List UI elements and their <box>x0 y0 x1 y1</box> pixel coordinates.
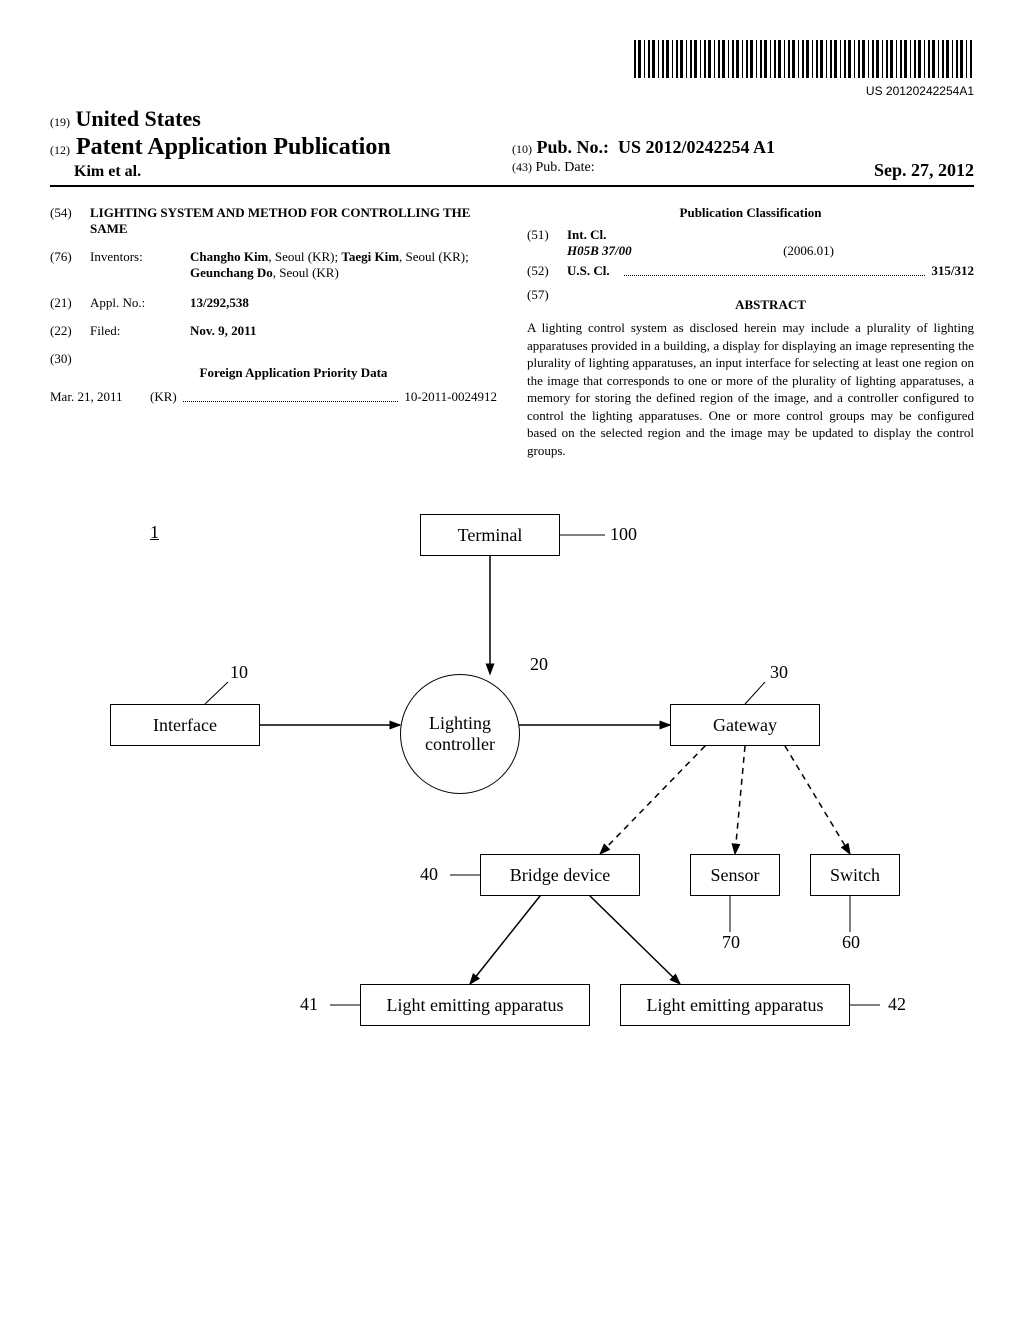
country-prefix: (19) <box>50 115 70 129</box>
inventors-value: Changho Kim, Seoul (KR); Taegi Kim, Seou… <box>190 249 497 281</box>
biblio-right: Publication Classification (51) Int. Cl.… <box>527 205 974 459</box>
inventors-label: Inventors: <box>90 249 190 281</box>
lea2-label: Light emitting apparatus <box>647 995 824 1016</box>
uscl-row: (52) U.S. Cl. 315/312 <box>527 263 974 279</box>
inventors-code: (76) <box>50 249 90 281</box>
gateway-box: Gateway <box>670 704 820 746</box>
country: United States <box>76 106 201 131</box>
controller-circle: Lighting controller <box>400 674 520 794</box>
pubno: US 2012/0242254 A1 <box>618 137 775 157</box>
lea2-box: Light emitting apparatus <box>620 984 850 1026</box>
inventor-name: Geunchang Do <box>190 265 273 280</box>
filed-row: (22) Filed: Nov. 9, 2011 <box>50 323 497 339</box>
applno: 13/292,538 <box>190 295 249 310</box>
ref-60: 60 <box>842 932 860 953</box>
abstract-text: A lighting control system as disclosed h… <box>527 319 974 459</box>
sensor-label: Sensor <box>711 865 760 886</box>
filed: Nov. 9, 2011 <box>190 323 256 338</box>
country-line: (19) United States <box>50 106 512 132</box>
pub-title: Patent Application Publication <box>76 134 391 160</box>
abstract-code: (57) <box>527 287 567 319</box>
ref-41: 41 <box>300 994 318 1015</box>
inventor-loc: Seoul (KR) <box>275 249 335 264</box>
ref-40: 40 <box>420 864 438 885</box>
priority-heading: Foreign Application Priority Data <box>90 365 497 381</box>
pub-prefix: (12) <box>50 143 70 157</box>
title: LIGHTING SYSTEM AND METHOD FOR CONTROLLI… <box>90 205 497 237</box>
pubdate-line: (43) Pub. Date: Sep. 27, 2012 <box>512 160 974 181</box>
priority-country: (KR) <box>150 389 177 405</box>
ref-42: 42 <box>888 994 906 1015</box>
intcl-date: (2006.01) <box>783 243 834 259</box>
ref-10: 10 <box>230 662 248 683</box>
biblio: (54) LIGHTING SYSTEM AND METHOD FOR CONT… <box>50 205 974 459</box>
pubno-label: Pub. No.: <box>537 137 610 157</box>
inventors-row: (76) Inventors: Changho Kim, Seoul (KR);… <box>50 249 497 281</box>
intcl-code: (51) <box>527 227 567 259</box>
intcl-row: (51) Int. Cl. H05B 37/00 (2006.01) <box>527 227 974 259</box>
interface-label: Interface <box>153 715 217 736</box>
lea1-label: Light emitting apparatus <box>387 995 564 1016</box>
dots <box>183 389 399 402</box>
priority-date: Mar. 21, 2011 <box>50 389 150 405</box>
biblio-left: (54) LIGHTING SYSTEM AND METHOD FOR CONT… <box>50 205 497 459</box>
bridge-label: Bridge device <box>510 865 610 886</box>
authors: Kim et al. <box>74 163 141 180</box>
gateway-label: Gateway <box>713 715 777 736</box>
interface-box: Interface <box>110 704 260 746</box>
inventor-loc: Seoul (KR) <box>406 249 466 264</box>
ref-100: 100 <box>610 524 637 545</box>
uscl-value: 315/312 <box>931 263 974 279</box>
priority-code: (30) <box>50 351 90 389</box>
applno-label: Appl. No.: <box>90 295 190 311</box>
abstract-heading: ABSTRACT <box>567 297 974 313</box>
inventor-name: Taegi Kim <box>341 249 399 264</box>
title-code: (54) <box>50 205 90 237</box>
header-left: (19) United States (12) Patent Applicati… <box>50 106 512 181</box>
terminal-box: Terminal <box>420 514 560 556</box>
pubdate: Sep. 27, 2012 <box>874 160 974 181</box>
applno-row: (21) Appl. No.: 13/292,538 <box>50 295 497 311</box>
intcl-class: H05B 37/00 <box>567 243 632 259</box>
ref-20: 20 <box>530 654 548 675</box>
uscl-code: (52) <box>527 263 567 279</box>
controller-label: Lighting controller <box>401 713 519 756</box>
pubno-line: (10) Pub. No.: US 2012/0242254 A1 <box>512 137 974 158</box>
priority-num: 10-2011-0024912 <box>404 389 497 405</box>
header-right: (10) Pub. No.: US 2012/0242254 A1 (43) P… <box>512 137 974 181</box>
pub-title-line: (12) Patent Application Publication <box>50 134 512 161</box>
inventor-name: Changho Kim <box>190 249 268 264</box>
ref-70: 70 <box>722 932 740 953</box>
filed-label: Filed: <box>90 323 190 339</box>
header-row: (19) United States (12) Patent Applicati… <box>50 106 974 187</box>
diagram: 1 Terminal 100 10 20 30 Interface Lighti… <box>50 514 974 1054</box>
abstract-header: (57) ABSTRACT <box>527 287 974 319</box>
applno-code: (21) <box>50 295 90 311</box>
switch-label: Switch <box>830 865 880 886</box>
authors-line: Kim et al. <box>50 163 512 181</box>
title-row: (54) LIGHTING SYSTEM AND METHOD FOR CONT… <box>50 205 497 237</box>
barcode-text: US 20120242254A1 <box>634 84 974 98</box>
classif-heading: Publication Classification <box>527 205 974 221</box>
pubno-prefix: (10) <box>512 142 532 156</box>
ref-30: 30 <box>770 662 788 683</box>
sensor-box: Sensor <box>690 854 780 896</box>
priority-data-row: Mar. 21, 2011 (KR) 10-2011-0024912 <box>50 389 497 405</box>
lea1-box: Light emitting apparatus <box>360 984 590 1026</box>
barcode-block: US 20120242254A1 <box>50 40 974 98</box>
uscl-label: U.S. Cl. <box>567 263 610 279</box>
intcl-label: Int. Cl. <box>567 227 966 243</box>
diagram-lines <box>50 514 974 1054</box>
inventor-loc: Seoul (KR) <box>279 265 339 280</box>
barcode <box>634 40 974 78</box>
priority-row: (30) Foreign Application Priority Data <box>50 351 497 389</box>
filed-code: (22) <box>50 323 90 339</box>
terminal-label: Terminal <box>458 525 523 546</box>
ref-1: 1 <box>150 522 159 543</box>
pubdate-prefix: (43) <box>512 160 532 174</box>
dots <box>624 263 926 276</box>
bridge-box: Bridge device <box>480 854 640 896</box>
pubdate-label: Pub. Date: <box>536 160 595 175</box>
switch-box: Switch <box>810 854 900 896</box>
